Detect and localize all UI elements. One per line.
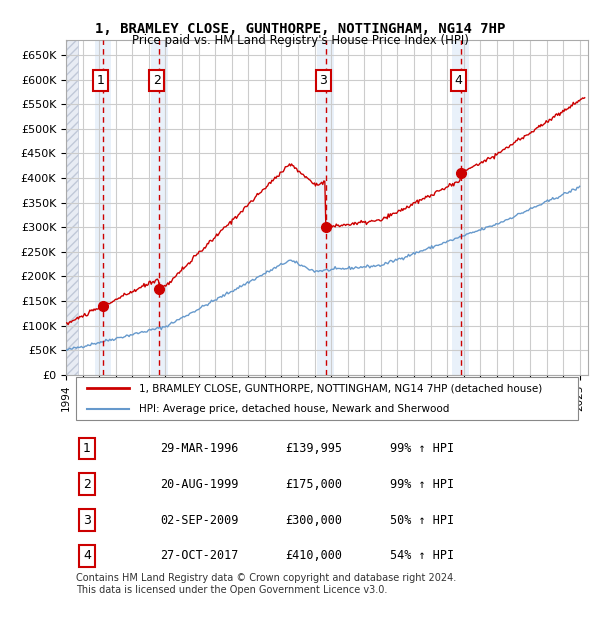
Text: 3: 3 [83,513,91,526]
Text: £410,000: £410,000 [285,549,342,562]
Text: 1: 1 [97,74,104,87]
Bar [151,40,167,375]
Text: 50% ↑ HPI: 50% ↑ HPI [389,513,454,526]
Text: 20-AUG-1999: 20-AUG-1999 [160,478,238,491]
Text: 02-SEP-2009: 02-SEP-2009 [160,513,238,526]
Text: Contains HM Land Registry data © Crown copyright and database right 2024.
This d: Contains HM Land Registry data © Crown c… [76,573,457,595]
Bar [317,40,334,375]
Bar [452,40,469,375]
Text: £139,995: £139,995 [285,442,342,455]
Text: Price paid vs. HM Land Registry's House Price Index (HPI): Price paid vs. HM Land Registry's House … [131,34,469,47]
Text: 99% ↑ HPI: 99% ↑ HPI [389,478,454,491]
Text: 54% ↑ HPI: 54% ↑ HPI [389,549,454,562]
Text: HPI: Average price, detached house, Newark and Sherwood: HPI: Average price, detached house, Newa… [139,404,449,414]
Text: 1, BRAMLEY CLOSE, GUNTHORPE, NOTTINGHAM, NG14 7HP (detached house): 1, BRAMLEY CLOSE, GUNTHORPE, NOTTINGHAM,… [139,383,542,393]
Text: 4: 4 [454,74,462,87]
Text: £175,000: £175,000 [285,478,342,491]
Text: 29-MAR-1996: 29-MAR-1996 [160,442,238,455]
Text: 99% ↑ HPI: 99% ↑ HPI [389,442,454,455]
Text: 27-OCT-2017: 27-OCT-2017 [160,549,238,562]
Text: 1: 1 [83,442,91,455]
Text: £300,000: £300,000 [285,513,342,526]
Bar [95,40,112,375]
Text: 4: 4 [83,549,91,562]
Text: 3: 3 [319,74,327,87]
Text: 1, BRAMLEY CLOSE, GUNTHORPE, NOTTINGHAM, NG14 7HP: 1, BRAMLEY CLOSE, GUNTHORPE, NOTTINGHAM,… [95,22,505,36]
Bar [66,40,77,375]
Text: 2: 2 [153,74,161,87]
Text: 2: 2 [83,478,91,491]
